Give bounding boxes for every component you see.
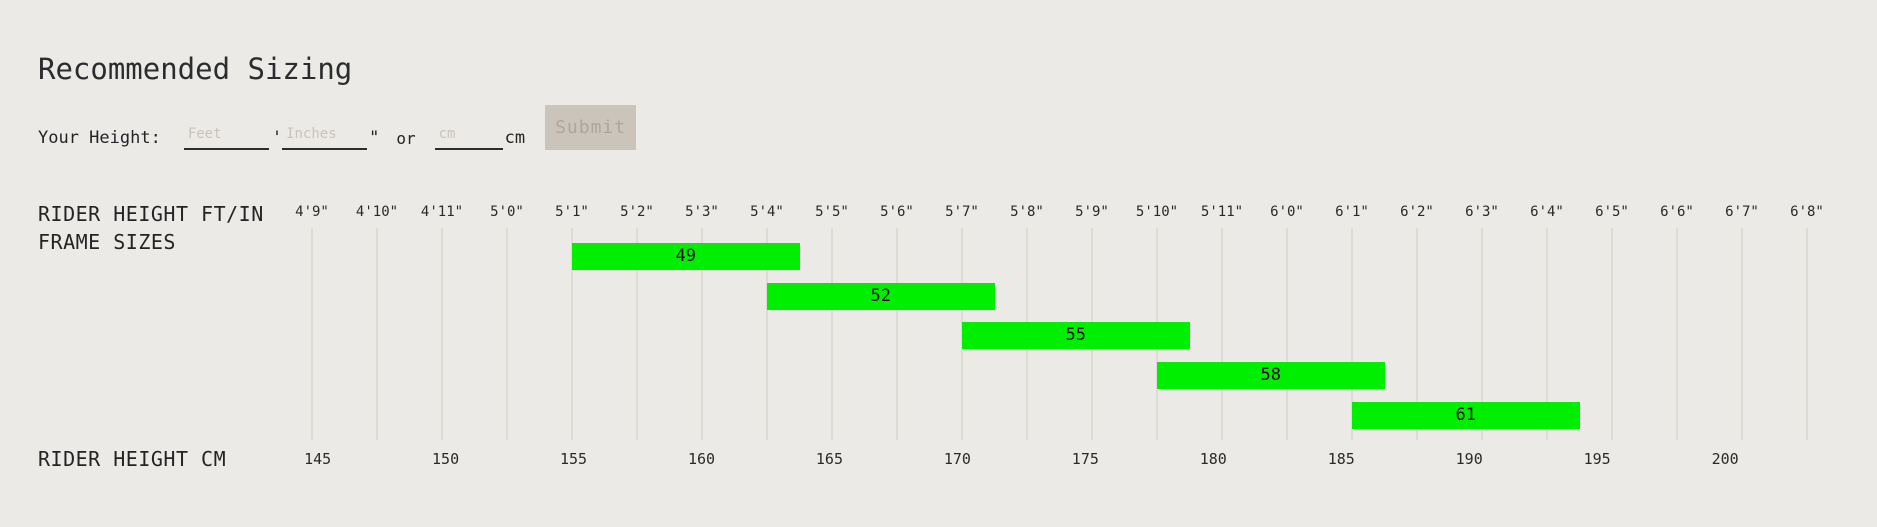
ftin-tick-label: 5'5" xyxy=(815,204,849,220)
inch-gridline xyxy=(1416,228,1418,440)
feet-input[interactable] xyxy=(183,124,269,150)
ftin-axis-label: RIDER HEIGHT FT/IN xyxy=(38,202,264,226)
inch-gridline xyxy=(701,228,703,440)
ftin-tick-label: 5'9" xyxy=(1075,204,1109,220)
inch-gridline xyxy=(636,228,638,440)
cm-tick-label: 200 xyxy=(1711,450,1739,468)
inch-gridline xyxy=(1806,228,1808,440)
cm-tick-label: 155 xyxy=(559,450,588,468)
ftin-tick-label: 5'10" xyxy=(1135,204,1179,220)
inch-gridline xyxy=(831,228,833,440)
ftin-tick-label: 5'1" xyxy=(555,204,589,220)
frame-size-bar: 55 xyxy=(962,322,1190,349)
inch-gridline xyxy=(1221,228,1223,440)
inch-gridline xyxy=(506,228,508,440)
cm-tick-label: 170 xyxy=(943,450,971,468)
inch-gridline xyxy=(1481,228,1483,440)
ftin-tick-label: 6'5" xyxy=(1595,204,1629,220)
frame-size-bar: 49 xyxy=(572,243,800,270)
frame-size-bar: 61 xyxy=(1352,402,1580,429)
inch-gridline xyxy=(571,228,573,440)
page-title: Recommended Sizing xyxy=(38,52,353,86)
ftin-tick-label: 6'7" xyxy=(1725,204,1759,220)
or-label: or xyxy=(396,129,416,148)
inches-quote-separator: " xyxy=(369,128,380,148)
ftin-tick-label: 6'2" xyxy=(1400,204,1434,220)
inch-gridline xyxy=(1351,228,1353,440)
ftin-tick-label: 5'7" xyxy=(945,204,979,220)
ftin-tick-label: 4'9" xyxy=(295,204,329,220)
cm-tick-label: 165 xyxy=(815,450,843,468)
cm-tick-label: 180 xyxy=(1199,450,1227,468)
inch-gridline xyxy=(1286,228,1288,440)
inch-gridline xyxy=(441,228,443,440)
ftin-tick-label: 5'11" xyxy=(1200,204,1244,220)
ftin-tick-label: 5'8" xyxy=(1010,204,1044,220)
inch-gridline xyxy=(311,228,313,440)
frame-size-bar: 58 xyxy=(1157,362,1385,389)
ftin-tick-label: 5'4" xyxy=(750,204,784,220)
cm-tick-label: 145 xyxy=(304,450,332,468)
inch-gridline xyxy=(1676,228,1678,440)
cm-tick-label: 160 xyxy=(687,450,716,468)
inch-gridline xyxy=(1741,228,1743,440)
cm-tick-label: 185 xyxy=(1327,450,1355,468)
inch-gridline xyxy=(1026,228,1028,440)
cm-tick-label: 175 xyxy=(1071,450,1099,468)
cm-input[interactable] xyxy=(434,124,503,150)
inch-gridline xyxy=(1611,228,1613,440)
ftin-tick-label: 4'10" xyxy=(355,204,399,220)
inch-gridline xyxy=(376,228,378,440)
ftin-tick-label: 6'8" xyxy=(1790,204,1824,220)
ftin-tick-label: 5'2" xyxy=(620,204,654,220)
cm-axis-label: RIDER HEIGHT CM xyxy=(38,447,227,471)
ftin-tick-label: 4'11" xyxy=(420,204,464,220)
inch-gridline xyxy=(766,228,768,440)
ftin-tick-label: 5'6" xyxy=(880,204,914,220)
ftin-tick-label: 6'1" xyxy=(1335,204,1369,220)
ftin-tick-label: 6'4" xyxy=(1530,204,1564,220)
ftin-tick-label: 6'0" xyxy=(1270,204,1304,220)
cm-tick-label: 190 xyxy=(1455,450,1483,468)
frame-size-bar: 52 xyxy=(767,283,995,310)
height-form: Your Height: ' " or cm Submit xyxy=(38,105,637,150)
inches-input[interactable] xyxy=(282,124,368,150)
inch-gridline xyxy=(961,228,963,440)
submit-button[interactable]: Submit xyxy=(545,105,637,150)
feet-apostrophe-separator: ' xyxy=(271,128,283,148)
inch-gridline xyxy=(896,228,898,440)
ftin-tick-label: 5'3" xyxy=(685,204,719,220)
frame-sizes-label: FRAME SIZES xyxy=(38,230,176,254)
ftin-tick-label: 6'6" xyxy=(1660,204,1694,220)
inch-gridline xyxy=(1156,228,1158,440)
cm-tick-label: 195 xyxy=(1583,450,1611,468)
inch-gridline xyxy=(1546,228,1548,440)
inch-gridline xyxy=(1091,228,1093,440)
your-height-label: Your Height: xyxy=(38,128,161,148)
cm-tick-label: 150 xyxy=(432,450,460,468)
ftin-tick-label: 5'0" xyxy=(490,204,524,220)
cm-unit-label: cm xyxy=(504,128,526,148)
ftin-tick-label: 6'3" xyxy=(1465,204,1499,220)
